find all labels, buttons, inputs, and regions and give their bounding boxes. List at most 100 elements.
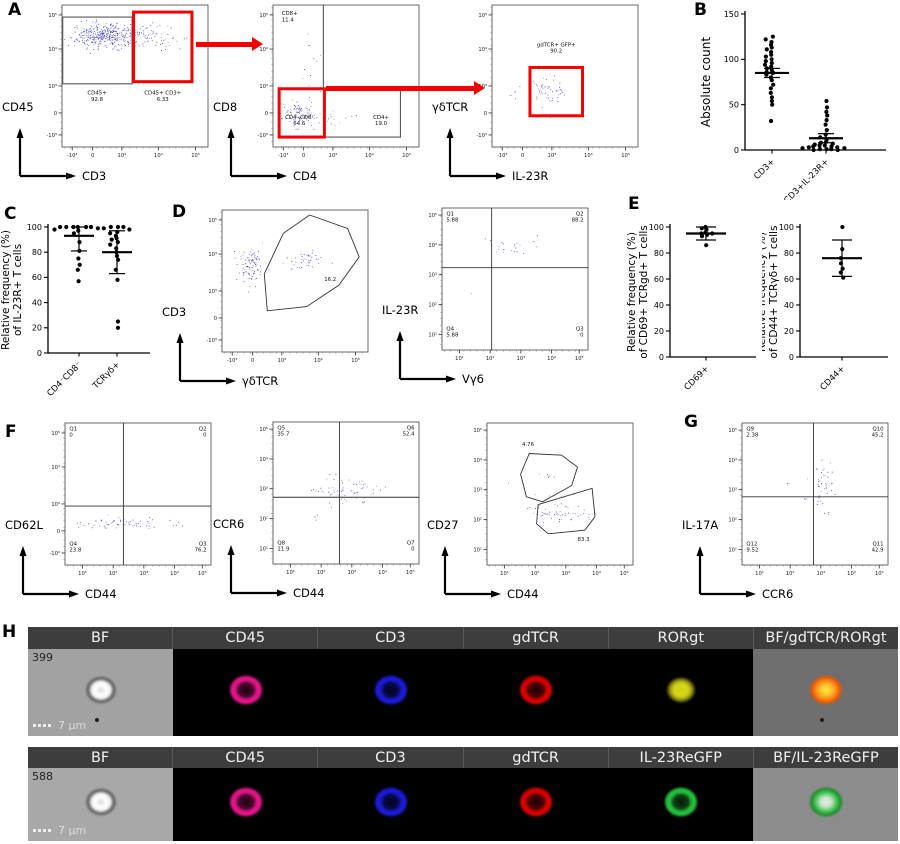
axis-ticks: 10⁵ 10⁴ 10³ 0 -10³ 10¹ 10² 10³ 10⁴ 10⁵	[49, 424, 207, 577]
svg-text:11.4: 11.4	[282, 18, 295, 24]
category-label: CD3+	[752, 157, 777, 182]
svg-text:0: 0	[57, 529, 60, 535]
svg-text:Q5: Q5	[277, 425, 285, 431]
gating-arrow-2	[326, 81, 485, 95]
svg-text:10⁴: 10⁴	[547, 356, 556, 362]
svg-text:60: 60	[32, 273, 42, 282]
gates	[528, 65, 585, 118]
svg-text:10⁵: 10⁵	[48, 13, 57, 19]
svg-text:10¹: 10¹	[728, 547, 737, 553]
axis-arrows: IL-23R Vγ6	[382, 303, 484, 386]
svg-text:10⁵: 10⁵	[428, 213, 437, 219]
dot-plot-svg: 0 20 40 60 80 100 CD4⁻CD8⁻ TCRγδ+ Relative fre…	[0, 223, 150, 399]
svg-text:60: 60	[654, 275, 664, 284]
cell-image-merge	[807, 673, 844, 707]
svg-text:10²: 10²	[259, 517, 268, 523]
svg-text:10³: 10³	[208, 289, 217, 295]
gate-stats: 16.2	[324, 277, 336, 283]
cell-image-brightfield	[82, 785, 119, 819]
axis-ticks: 10⁵ 10⁴ 10³ 10² 10¹ 10¹ 10² 10³ 10⁴ 10⁵	[728, 424, 884, 577]
cell-image-merge	[807, 785, 844, 819]
flow-plot-svg: 10⁵ 10⁴ 10³ 0 -10³ -10³ 0 10³ 10⁴ 10⁵ 16.2 CD3 γδT…	[162, 209, 369, 388]
cell-image-fluorescence	[227, 785, 264, 819]
svg-text:10⁴: 10⁴	[314, 358, 323, 364]
svg-text:0: 0	[789, 353, 794, 362]
y-axis-label: Relative frequency (%)	[0, 230, 12, 350]
svg-text:Q4: Q4	[446, 326, 454, 332]
channel-label: CD45	[172, 747, 318, 768]
y-axis-label: CD3	[162, 305, 186, 319]
svg-text:10⁴: 10⁴	[428, 243, 437, 249]
y-axis-label: of IL-23R+ T cells	[12, 244, 24, 336]
svg-text:10²: 10²	[317, 570, 326, 576]
dot-plot-svg: 0 50 100 150 CD3+ CD3+IL-23R+ Absolute count	[699, 10, 886, 206]
gates	[62, 10, 194, 85]
dot-plot-cd44-frequency: 0 20 40 60 80 100 CD44+ Relative frequency (%)…	[756, 205, 899, 400]
channel-image-tile	[753, 649, 898, 736]
svg-text:CD4+: CD4+	[373, 115, 389, 121]
svg-text:10³: 10³	[259, 487, 268, 493]
scale-label: 7 μm	[58, 824, 87, 837]
svg-text:0: 0	[91, 153, 94, 159]
svg-text:20: 20	[654, 327, 664, 336]
events-dots	[64, 19, 188, 54]
svg-text:-10³: -10³	[476, 133, 487, 139]
svg-text:10³: 10³	[278, 358, 287, 364]
gates	[65, 423, 211, 565]
svg-text:10²: 10²	[786, 571, 795, 577]
mean-error-bar	[64, 226, 94, 252]
svg-text:Q1: Q1	[446, 211, 454, 217]
svg-text:150: 150	[724, 10, 739, 19]
svg-text:80: 80	[32, 248, 42, 257]
svg-text:CD45+ CD3+: CD45+ CD3+	[144, 91, 181, 97]
axis-ticks: 10⁵ 10⁴ 10³ 10² 10¹ 10¹ 10² 10³ 10⁴ 10⁵	[473, 424, 629, 577]
y-axis-label: CD45	[2, 100, 34, 114]
svg-text:Q3: Q3	[199, 541, 207, 547]
svg-text:-10³: -10³	[206, 338, 217, 344]
svg-text:10¹: 10¹	[78, 571, 87, 577]
gate-stats: 4.76 83.3	[522, 442, 589, 543]
dot-plot-svg: 0 20 40 60 80 100 CD69+ Relative frequency (%)…	[626, 223, 756, 393]
svg-text:10⁴: 10⁴	[208, 252, 217, 258]
svg-text:Q8: Q8	[277, 540, 285, 546]
events-dots	[77, 514, 184, 529]
svg-text:10⁵: 10⁵	[51, 431, 60, 437]
axis-arrows: CD62L CD44	[5, 518, 117, 601]
axis-arrows: CCR6 CD44	[213, 517, 325, 600]
svg-text:10²: 10²	[486, 356, 495, 362]
svg-text:0: 0	[659, 353, 664, 362]
svg-text:83.3: 83.3	[578, 537, 590, 543]
svg-text:Q12: Q12	[746, 541, 757, 547]
svg-text:10⁴: 10⁴	[728, 458, 737, 464]
channel-header-bar: BF CD45 CD3 gdTCR RORgt BF/gdTCR/RORgt	[28, 627, 899, 649]
svg-text:-10³: -10³	[257, 133, 268, 139]
svg-text:CD4- CD8-: CD4- CD8-	[285, 115, 313, 121]
y-axis-label: IL-23R	[382, 303, 418, 317]
channel-label: gdTCR	[462, 747, 608, 768]
channel-label: RORgt	[607, 627, 753, 649]
svg-text:CD45+: CD45+	[87, 91, 106, 97]
svg-text:Q10: Q10	[873, 426, 885, 432]
svg-text:10³: 10³	[259, 84, 268, 90]
channel-image-tile	[173, 649, 318, 736]
dot-plot-il23r-frequency: 0 20 40 60 80 100 CD4⁻CD8⁻ TCRγδ+ Relative fre…	[0, 203, 160, 408]
mean-error-bar	[686, 226, 726, 241]
svg-text:10⁵: 10⁵	[575, 356, 584, 362]
channel-label: CD45	[172, 627, 318, 649]
cell-image-fluorescence	[227, 673, 264, 707]
mean-error-bar	[755, 67, 789, 79]
dot-plot-cd69-frequency: 0 20 40 60 80 100 CD69+ Relative frequency (%)…	[626, 205, 763, 400]
channel-label: BF	[28, 627, 173, 649]
panel-label-b: B	[694, 0, 707, 20]
channel-image-tile	[608, 649, 753, 736]
svg-text:92.8: 92.8	[91, 97, 104, 103]
svg-text:CD8+: CD8+	[282, 11, 298, 17]
svg-text:5.88: 5.88	[446, 218, 459, 224]
channel-image-tile	[173, 768, 318, 841]
channel-image-tile	[463, 768, 608, 841]
